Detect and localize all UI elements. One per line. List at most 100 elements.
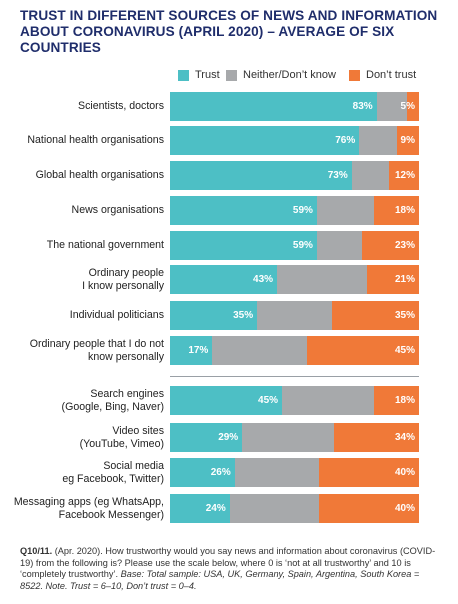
bar-segment-neither: [212, 336, 307, 365]
category-label-text: Ordinary people I know personally: [82, 267, 164, 292]
data-label-dont-trust: 12%: [394, 170, 415, 181]
data-label-trust: 76%: [335, 135, 356, 146]
data-label-trust: 43%: [253, 274, 274, 285]
bar-segment-dont-trust: 40%: [319, 458, 419, 487]
bar-row: 45% 18%: [170, 386, 419, 415]
bar-row: 29% 34%: [170, 423, 419, 452]
category-label-line: Search engines: [90, 388, 164, 400]
data-label-trust: 17%: [188, 345, 209, 356]
bar-segment-trust: 35%: [170, 301, 258, 330]
bar-segment-trust: 45%: [170, 386, 283, 415]
category-label-text: Ordinary people that I do not know person…: [30, 338, 164, 363]
category-label-line: Messaging apps (eg WhatsApp,: [13, 496, 164, 508]
data-label-dont-trust: 40%: [394, 503, 415, 514]
data-label-trust: 59%: [292, 205, 313, 216]
bar-segment-trust: 76%: [170, 126, 360, 155]
bar-segment-trust: 43%: [170, 265, 278, 294]
chart-title: TRUST IN DIFFERENT SOURCES OF NEWS AND I…: [20, 8, 438, 55]
category-label-line: The national government: [46, 239, 164, 252]
footnote: Q10/11. (Apr. 2020). How trustworthy wou…: [20, 546, 440, 592]
bar-segment-neither: [376, 92, 407, 121]
category-label: Scientists, doctors: [8, 92, 164, 121]
legend-swatch-dont-trust: [349, 69, 360, 81]
bar-segment-dont-trust: 23%: [361, 231, 419, 260]
category-label: Video sites (YouTube, Vimeo): [8, 423, 164, 452]
legend-item-trust: Trust: [178, 69, 220, 81]
bar-row: 76% 9%: [170, 126, 419, 155]
footnote-text: (Apr. 2020). How trustworthy would you s…: [20, 546, 436, 580]
bar-segment-neither: [229, 494, 320, 523]
bar-segment-neither: [234, 458, 320, 487]
data-label-trust: 83%: [352, 101, 373, 112]
bar-segment-dont-trust: 21%: [366, 265, 419, 294]
category-label-line: Scientists, doctors: [78, 100, 164, 113]
category-label-line: eg Facebook, Twitter): [62, 472, 164, 485]
legend-label-trust: Trust: [195, 69, 220, 81]
category-label-line: Ordinary people: [88, 267, 164, 279]
bar-segment-trust: 83%: [170, 92, 377, 121]
category-label: News organisations: [8, 196, 164, 225]
category-label-line: (YouTube, Vimeo): [79, 437, 164, 450]
legend-item-neither: Neither/Don’t know: [226, 69, 336, 81]
category-label-text: Scientists, doctors: [78, 100, 164, 113]
legend-item-dont-trust: Don’t trust: [349, 69, 416, 81]
data-label-dont-trust: 18%: [394, 395, 415, 406]
bar-segment-trust: 26%: [170, 458, 235, 487]
bar-segment-neither: [282, 386, 375, 415]
data-label-dont-trust: 45%: [394, 345, 415, 356]
bar-segment-trust: 17%: [170, 336, 213, 365]
bar-segment-dont-trust: 45%: [306, 336, 419, 365]
category-label-text: Social media eg Facebook, Twitter): [62, 460, 164, 485]
bar-segment-dont-trust: 35%: [331, 301, 419, 330]
category-label: Social media eg Facebook, Twitter): [8, 458, 164, 487]
bar-segment-dont-trust: 34%: [334, 423, 419, 452]
category-label-text: Messaging apps (eg WhatsApp, Facebook Mes…: [14, 496, 164, 521]
data-label-trust: 26%: [210, 467, 231, 478]
bar-segment-dont-trust: 12%: [389, 161, 419, 190]
category-label: Messaging apps (eg WhatsApp, Facebook Mes…: [8, 494, 164, 523]
bar-row: 24% 40%: [170, 494, 419, 523]
category-label: Ordinary people that I do not know person…: [8, 336, 164, 365]
footnote-base: Base: Total sample: USA, UK, Germany, Sp…: [20, 569, 420, 591]
data-label-dont-trust: 18%: [394, 205, 415, 216]
category-label: Individual politicians: [8, 301, 164, 330]
category-label-text: Individual politicians: [70, 309, 164, 322]
bar-segment-dont-trust: 40%: [319, 494, 419, 523]
bar-row: 59% 23%: [170, 231, 419, 260]
bar-row: 26% 40%: [170, 458, 419, 487]
category-label-line: News organisations: [71, 204, 164, 217]
data-label-trust: 45%: [258, 395, 279, 406]
legend-swatch-trust: [178, 69, 189, 81]
bar-row: 73% 12%: [170, 161, 419, 190]
data-label-trust: 73%: [327, 170, 348, 181]
data-label-dont-trust: 35%: [394, 310, 415, 321]
bar-segment-neither: [277, 265, 367, 294]
bar-segment-dont-trust: 18%: [374, 196, 419, 225]
bar-row: 59% 18%: [170, 196, 419, 225]
data-label-trust: 59%: [292, 240, 313, 251]
bar-segment-trust: 29%: [170, 423, 243, 452]
category-label-line: Ordinary people that I do not: [29, 338, 164, 350]
legend: Trust Neither/Don’t know Don’t trust: [0, 69, 458, 85]
bar-row: 83% 5%: [170, 92, 419, 121]
data-label-trust: 24%: [205, 503, 226, 514]
data-label-dont-trust: 21%: [394, 274, 415, 285]
data-label-dont-trust: 9%: [400, 135, 415, 146]
bar-segment-neither: [257, 301, 332, 330]
data-label-dont-trust: 34%: [394, 432, 415, 443]
category-label: Global health organisations: [8, 161, 164, 190]
category-label-line: National health organisations: [27, 134, 164, 147]
bar-segment-trust: 73%: [170, 161, 352, 190]
category-label: National health organisations: [8, 126, 164, 155]
category-label-line: Individual politicians: [69, 309, 164, 322]
data-label-dont-trust: 5%: [400, 101, 415, 112]
bar-segment-neither: [351, 161, 390, 190]
category-label-line: Facebook Messenger): [58, 508, 164, 521]
category-label: The national government: [8, 231, 164, 260]
category-label-text: National health organisations: [27, 134, 164, 147]
category-label-text: News organisations: [72, 204, 164, 217]
category-label-line: Video sites: [112, 425, 164, 437]
category-label-text: The national government: [47, 239, 164, 252]
bar-segment-neither: [316, 231, 362, 260]
bar-row: 17% 45%: [170, 336, 419, 365]
